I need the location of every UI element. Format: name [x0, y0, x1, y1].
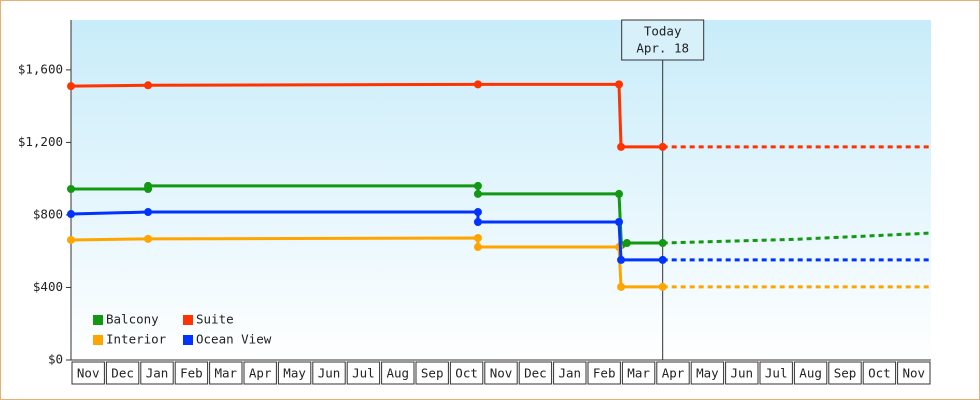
x-tick-label: Nov [77, 366, 100, 381]
price-point [67, 235, 75, 244]
x-tick-cell [346, 361, 381, 385]
price-point [473, 80, 482, 89]
price-point [473, 181, 482, 190]
x-tick-cell [897, 361, 931, 385]
x-tick-cell [690, 361, 725, 385]
today-label: Today [644, 24, 682, 39]
x-tick-cell [518, 361, 553, 385]
price-point [617, 282, 626, 291]
x-tick-label: Mar [627, 366, 650, 381]
legend-swatch [93, 335, 103, 345]
price-point [144, 208, 153, 217]
price-point [144, 81, 153, 90]
x-tick-label: Oct [455, 366, 478, 381]
price-line [70, 82, 663, 149]
x-tick-cell [449, 361, 484, 385]
x-tick-cell [243, 361, 277, 385]
today-box [621, 19, 705, 61]
x-tick-cell [71, 361, 105, 385]
x-tick-label: Feb [180, 366, 203, 381]
x-tick-label: Apr [662, 366, 685, 381]
price-point [473, 233, 482, 242]
price-point [473, 218, 482, 227]
price-point [67, 185, 75, 194]
x-tick-label: Apr [249, 366, 272, 381]
x-tick-label: Dec [524, 366, 547, 381]
y-tick-label: $0 [48, 352, 63, 367]
x-tick-label: Aug [387, 366, 410, 381]
x-tick-label: Aug [799, 366, 822, 381]
x-tick-cell [656, 361, 690, 385]
price-point [658, 239, 667, 248]
price-point [622, 239, 631, 248]
price-point [658, 255, 667, 264]
price-point [67, 210, 75, 219]
x-tick-cell [587, 361, 621, 385]
price-point [614, 218, 623, 227]
x-tick-label: Dec [111, 366, 134, 381]
legend-label: Ocean View [196, 332, 272, 347]
x-tick-label: Nov [490, 366, 513, 381]
x-tick-label: May [696, 366, 719, 381]
x-tick-label: Jun [731, 366, 754, 381]
x-tick-cell [312, 361, 346, 385]
x-tick-cell [828, 361, 862, 385]
x-tick-cell [484, 361, 518, 385]
price-point [617, 142, 626, 151]
price-point [617, 255, 626, 264]
x-tick-label: Jul [352, 366, 375, 381]
legend-swatch [183, 315, 193, 325]
forecast-line [662, 231, 932, 245]
x-tick-cell [174, 361, 209, 385]
price-point [473, 208, 482, 217]
x-tick-label: Jul [765, 366, 788, 381]
x-tick-label: Mar [215, 366, 238, 381]
x-tick-cell [621, 361, 656, 385]
x-tick-cell [793, 361, 828, 385]
price-point [67, 82, 75, 91]
x-tick-label: Sep [834, 366, 857, 381]
x-tick-cell [105, 361, 140, 385]
y-tick-label: $1,200 [18, 134, 63, 149]
legend-swatch [93, 315, 103, 325]
price-point [144, 181, 153, 190]
x-tick-label: Jun [318, 366, 341, 381]
x-tick-cell [209, 361, 243, 385]
y-tick-label: $1,600 [18, 61, 63, 76]
price-point [614, 80, 623, 89]
x-tick-cell [862, 361, 897, 385]
price-point [658, 142, 667, 151]
y-tick-label: $400 [33, 279, 63, 294]
x-tick-cell [140, 361, 174, 385]
plot-area [71, 20, 931, 360]
x-tick-label: Oct [868, 366, 891, 381]
x-tick-cell [277, 361, 312, 385]
x-tick-cell [415, 361, 449, 385]
x-tick-label: Jan [146, 366, 169, 381]
legend-label: Interior [106, 332, 167, 347]
price-point [614, 189, 623, 198]
x-tick-cell [725, 361, 759, 385]
x-tick-cell [381, 361, 415, 385]
x-tick-label: Feb [593, 366, 616, 381]
legend-label: Suite [196, 312, 234, 327]
price-point [473, 243, 482, 252]
x-tick-cell [759, 361, 793, 385]
x-tick-label: Nov [903, 366, 926, 381]
x-tick-label: May [283, 366, 306, 381]
x-tick-label: Jan [559, 366, 582, 381]
price-point [144, 234, 153, 243]
today-date: Apr. 18 [636, 41, 689, 56]
x-tick-cell [553, 361, 587, 385]
legend-label: Balcony [106, 312, 159, 327]
legend-swatch [183, 335, 193, 345]
x-tick-label: Sep [421, 366, 444, 381]
y-tick-label: $800 [33, 206, 63, 221]
price-point [473, 189, 482, 198]
price-point [658, 282, 667, 291]
